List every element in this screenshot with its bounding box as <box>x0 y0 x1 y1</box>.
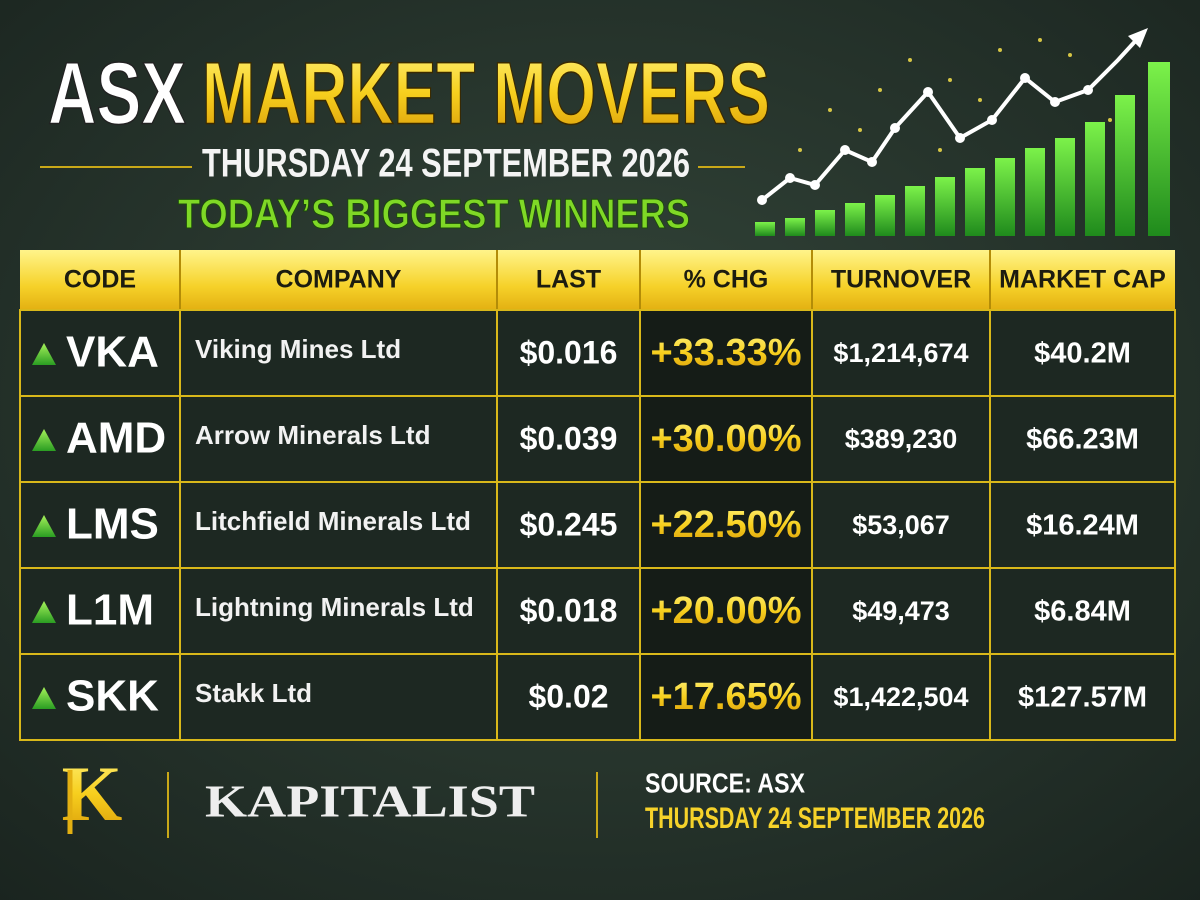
title-asx: ASX <box>48 43 186 142</box>
company: Stakk Ltd <box>195 678 312 708</box>
last-price: $0.018 <box>520 592 618 628</box>
turnover: $389,230 <box>845 424 958 454</box>
market-cap: $127.57M <box>1018 682 1147 714</box>
table: CODE COMPANY LAST % CHG TURNOVER MARKET CAP VK… <box>19 250 1176 741</box>
percent-change: +33.33% <box>650 332 801 374</box>
turnover: $53,067 <box>852 510 950 540</box>
last-price: $0.02 <box>528 678 608 714</box>
market-cap: $6.84M <box>1034 596 1131 628</box>
code: VKA <box>66 328 159 377</box>
company: Arrow Minerals Ltd <box>195 420 430 450</box>
percent-change: +22.50% <box>650 504 801 546</box>
code: LMS <box>66 500 159 549</box>
table-row <box>19 309 1176 397</box>
change-cell <box>640 655 812 739</box>
up-arrow <box>32 687 56 709</box>
column-header: % CHG <box>684 266 769 294</box>
market-cap: $16.24M <box>1026 510 1139 542</box>
change-cell <box>640 483 812 567</box>
market-cap: $66.23M <box>1026 424 1139 456</box>
table-row <box>19 653 1176 741</box>
turnover: $1,422,504 <box>833 682 968 712</box>
code: SKK <box>66 672 159 721</box>
column-header: MARKET CAP <box>999 266 1166 294</box>
turnover: $1,214,674 <box>833 338 968 368</box>
column-header: CODE <box>64 266 136 294</box>
up-arrow <box>32 343 56 365</box>
change-cell <box>640 397 812 481</box>
code: AMD <box>66 414 166 463</box>
last-price: $0.039 <box>520 420 618 456</box>
header-date: THURSDAY 24 SEPTEMBER 2026 <box>202 142 690 186</box>
turnover: $49,473 <box>852 596 950 626</box>
column-header: LAST <box>536 266 601 294</box>
last-price: $0.245 <box>520 506 618 542</box>
up-arrow <box>32 429 56 451</box>
change-cell <box>640 311 812 395</box>
company: Lightning Minerals Ltd <box>195 592 474 622</box>
table-row <box>19 481 1176 569</box>
source: SOURCE: ASX <box>645 767 805 798</box>
subtitle: TODAY’S BIGGEST WINNERS <box>178 190 690 237</box>
up-arrow <box>32 601 56 623</box>
table-row <box>19 567 1176 655</box>
column-header: COMPANY <box>276 266 402 294</box>
up-arrow <box>32 515 56 537</box>
column-header: TURNOVER <box>831 266 971 294</box>
market-cap: $40.2M <box>1034 338 1131 370</box>
table-header <box>20 250 1175 310</box>
title-market-movers: MARKET MOVERS <box>202 43 770 142</box>
code: L1M <box>66 586 154 635</box>
percent-change: +30.00% <box>650 418 801 460</box>
change-cell <box>640 569 812 653</box>
last-price: $0.016 <box>520 334 618 370</box>
company: Viking Mines Ltd <box>195 334 401 364</box>
brand: KAPITALIST <box>205 776 535 827</box>
percent-change: +20.00% <box>650 590 801 632</box>
company: Litchfield Minerals Ltd <box>195 506 471 536</box>
decorative-chart <box>755 28 1170 236</box>
footer-date: THURSDAY 24 SEPTEMBER 2026 <box>645 802 985 835</box>
percent-change: +17.65% <box>650 676 801 718</box>
table-row <box>19 395 1176 483</box>
